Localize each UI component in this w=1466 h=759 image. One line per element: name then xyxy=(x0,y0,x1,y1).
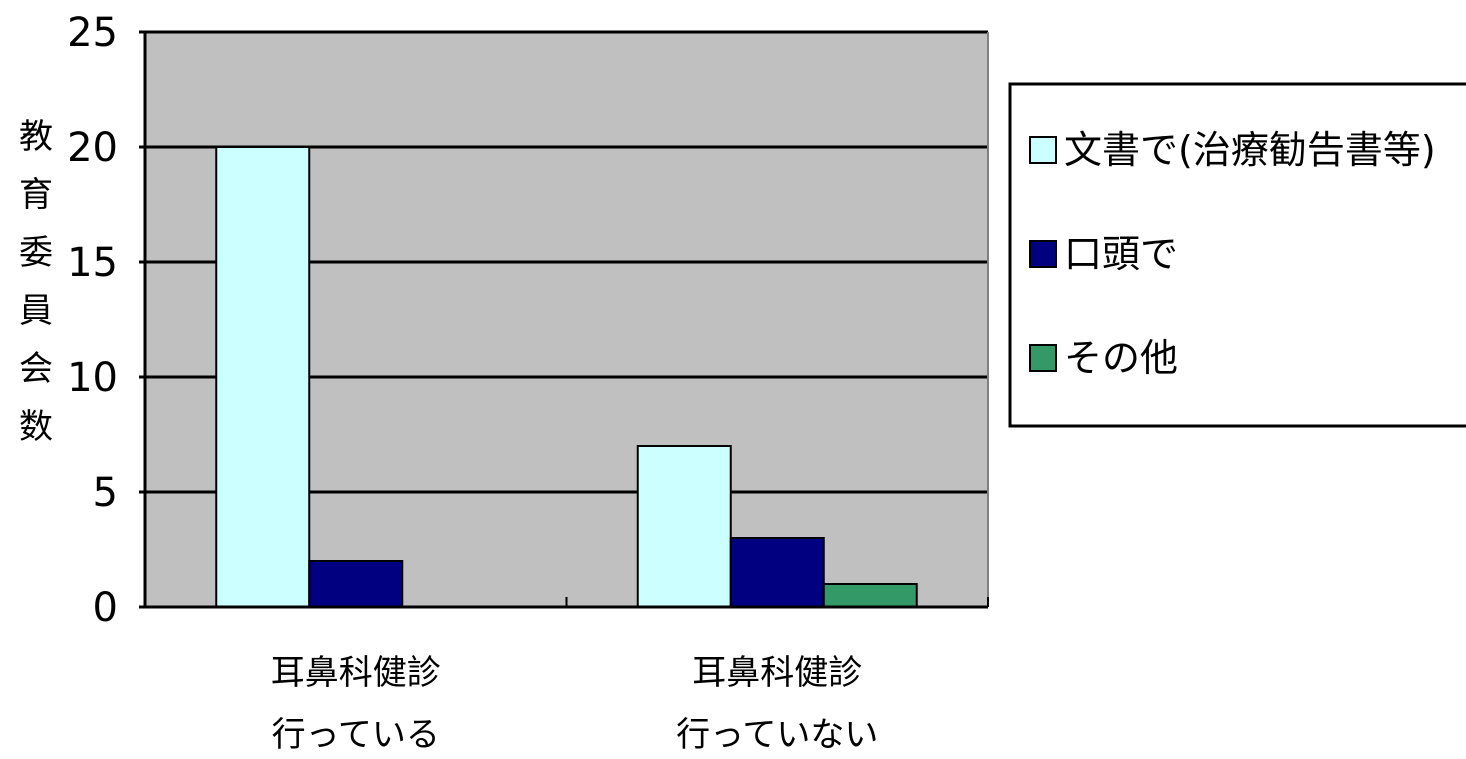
y-tick-label: 15 xyxy=(67,240,118,286)
y-tick-label: 20 xyxy=(67,125,118,171)
axes xyxy=(139,30,989,609)
legend-label: 口頭で xyxy=(1064,232,1178,276)
y-tick-label: 10 xyxy=(67,355,118,401)
x-tick-label: 行っている xyxy=(272,715,440,755)
x-tick-label: 耳鼻科健診 xyxy=(271,653,441,693)
legend-label: その他 xyxy=(1064,336,1178,380)
legend-swatch xyxy=(1029,136,1057,164)
y-axis-title-char: 育 xyxy=(19,175,53,215)
legend-box xyxy=(1008,82,1466,428)
y-axis-title-char: 委 xyxy=(19,233,53,273)
bar xyxy=(822,583,918,608)
legend-swatch xyxy=(1029,344,1057,372)
x-tick-label: 耳鼻科健診 xyxy=(692,653,862,693)
y-tick-label: 5 xyxy=(93,470,118,516)
y-tick-label: 25 xyxy=(67,10,118,56)
y-axis-title-char: 員 xyxy=(19,291,53,331)
bar xyxy=(308,560,404,608)
x-tick-label: 行っていない xyxy=(676,715,878,755)
y-axis-title-char: 会 xyxy=(19,349,53,389)
bar xyxy=(215,146,311,608)
legend-label: 文書で(治療勧告書等) xyxy=(1064,128,1436,172)
bar xyxy=(729,537,825,608)
bars xyxy=(215,146,918,608)
y-axis-title-char: 教 xyxy=(19,117,53,157)
bar xyxy=(636,445,732,608)
y-tick-label: 0 xyxy=(93,585,118,631)
y-axis-title-char: 数 xyxy=(19,407,53,447)
legend-swatch xyxy=(1029,240,1057,268)
y-tick-labels: 0 5 10 15 20 25 xyxy=(67,10,118,631)
